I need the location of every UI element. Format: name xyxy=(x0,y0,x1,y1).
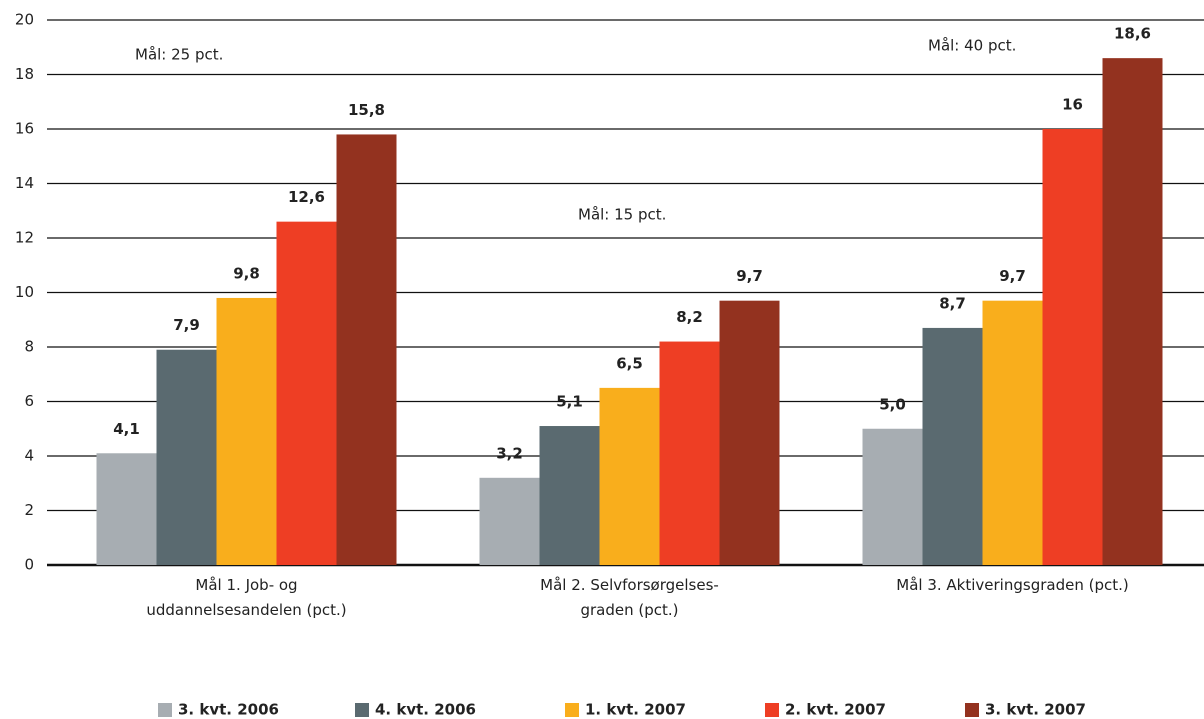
bar xyxy=(982,300,1043,565)
value-label: 12,6 xyxy=(288,188,325,206)
x-tick-label: Mål 1. Job- og uddannelsesandelen (pct.) xyxy=(146,576,347,619)
legend-swatch xyxy=(765,703,779,717)
legend-swatch xyxy=(158,703,172,717)
value-label: 5,0 xyxy=(879,395,906,413)
value-label: 4,1 xyxy=(113,420,140,438)
y-tick-label: 20 xyxy=(15,11,34,29)
bar xyxy=(336,134,397,565)
value-label: 9,8 xyxy=(233,264,260,282)
bar xyxy=(216,297,277,565)
value-label: 3,2 xyxy=(496,444,523,462)
value-label: 5,1 xyxy=(556,393,583,411)
y-tick-label: 6 xyxy=(24,392,34,410)
value-label: 8,2 xyxy=(676,308,703,326)
x-tick-label: Mål 3. Aktiveringsgraden (pct.) xyxy=(896,576,1129,594)
y-tick-label: 0 xyxy=(24,556,34,574)
bar xyxy=(719,300,780,565)
value-label: 7,9 xyxy=(173,316,200,334)
value-label: 15,8 xyxy=(348,101,385,119)
y-tick-label: 16 xyxy=(15,120,34,138)
bar xyxy=(599,387,660,565)
value-label: 9,7 xyxy=(736,267,763,285)
legend-label: 2. kvt. 2007 xyxy=(785,701,886,719)
value-label: 6,5 xyxy=(616,354,643,372)
annotation: Mål: 25 pct. xyxy=(135,46,223,64)
bar xyxy=(156,349,217,565)
y-tick-label: 8 xyxy=(24,338,34,356)
y-tick-label: 14 xyxy=(15,174,34,192)
bar xyxy=(1042,129,1103,565)
annotation: Mål: 15 pct. xyxy=(578,206,666,224)
legend-swatch xyxy=(355,703,369,717)
value-label: 8,7 xyxy=(939,294,966,312)
bar xyxy=(276,221,337,565)
legend-swatch xyxy=(965,703,979,717)
bar xyxy=(479,477,540,565)
bar xyxy=(1102,58,1163,566)
value-label: 16 xyxy=(1062,96,1083,114)
legend-label: 1. kvt. 2007 xyxy=(585,701,686,719)
legend-label: 4. kvt. 2006 xyxy=(375,701,476,719)
y-tick-label: 18 xyxy=(15,65,34,83)
bar xyxy=(659,341,720,565)
y-tick-label: 2 xyxy=(24,501,34,519)
x-tick-label: Mål 2. Selvforsørgelses- graden (pct.) xyxy=(540,576,719,619)
y-tick-label: 12 xyxy=(15,229,34,247)
y-tick-label: 4 xyxy=(24,447,34,465)
bar xyxy=(539,426,600,565)
legend-label: 3. kvt. 2006 xyxy=(178,701,279,719)
bar xyxy=(96,453,157,565)
bar xyxy=(922,327,983,565)
value-label: 9,7 xyxy=(999,267,1026,285)
y-tick-label: 10 xyxy=(15,283,34,301)
value-label: 18,6 xyxy=(1114,25,1151,43)
legend-swatch xyxy=(565,703,579,717)
legend-label: 3. kvt. 2007 xyxy=(985,701,1086,719)
annotation: Mål: 40 pct. xyxy=(928,37,1016,55)
bar xyxy=(862,428,923,565)
